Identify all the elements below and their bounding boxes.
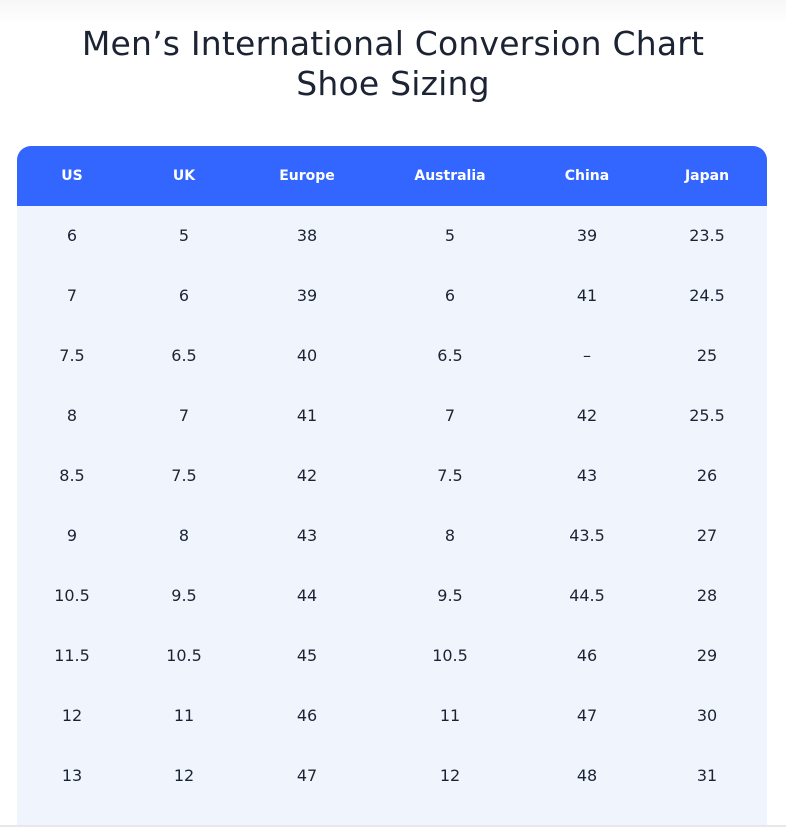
- cell-europe: 47: [296, 766, 318, 785]
- cell-australia: 7.5: [437, 466, 463, 485]
- cell-australia: 7: [444, 406, 456, 425]
- cell-europe: 41: [296, 406, 318, 425]
- cell-china: 43: [576, 466, 598, 485]
- cell-uk: 6: [178, 286, 190, 305]
- cell-japan: 26: [696, 466, 718, 485]
- cell-australia: 9.5: [437, 586, 463, 605]
- cell-europe: 43: [296, 526, 318, 545]
- cell-europe: 46: [296, 706, 318, 725]
- header-europe: Europe: [279, 168, 335, 184]
- cell-japan: 28: [696, 586, 718, 605]
- cell-china: 43.5: [569, 526, 605, 545]
- table-row: 11.5 10.5 45 10.5 46 29: [17, 626, 767, 686]
- cell-us: 9: [66, 526, 78, 545]
- cell-uk: 10.5: [166, 646, 202, 665]
- table-row: 12 11 46 11 47 30: [17, 686, 767, 746]
- cell-china: 39: [576, 226, 598, 245]
- cell-europe: 42: [296, 466, 318, 485]
- cell-japan: 31: [696, 766, 718, 785]
- cell-japan: 30: [696, 706, 718, 725]
- cell-uk: 5: [178, 226, 190, 245]
- cell-us: 13: [61, 766, 83, 785]
- table-row: 7 6 39 6 41 24.5: [17, 266, 767, 326]
- cell-europe: 40: [296, 346, 318, 365]
- cell-uk: 7.5: [171, 466, 197, 485]
- cell-australia: 10.5: [432, 646, 468, 665]
- cell-australia: 12: [439, 766, 461, 785]
- cell-us: 8.5: [59, 466, 85, 485]
- cell-us: 8: [66, 406, 78, 425]
- header-uk: UK: [172, 168, 196, 184]
- cell-uk: 8: [178, 526, 190, 545]
- cell-china: 44.5: [569, 586, 605, 605]
- page-bottom-divider: [0, 825, 786, 827]
- cell-us: 12: [61, 706, 83, 725]
- cell-japan: 27: [696, 526, 718, 545]
- size-conversion-table: US UK Europe Australia China Japan 6 5 38 5…: [17, 146, 767, 827]
- table-row: 7.5 6.5 40 6.5 – 25: [17, 326, 767, 386]
- title-line-2: Shoe Sizing: [296, 64, 490, 103]
- cell-japan: 25: [696, 346, 718, 365]
- cell-australia: 11: [439, 706, 461, 725]
- header-us: US: [61, 168, 83, 184]
- table-row: 8 7 41 7 42 25.5: [17, 386, 767, 446]
- cell-europe: 44: [296, 586, 318, 605]
- table-row: 6 5 38 5 39 23.5: [17, 206, 767, 266]
- cell-uk: 12: [173, 766, 195, 785]
- header-china: China: [564, 168, 610, 184]
- cell-us: 7.5: [59, 346, 85, 365]
- cell-australia: 6: [444, 286, 456, 305]
- cell-china: 46: [576, 646, 598, 665]
- table-row: 9 8 43 8 43.5 27: [17, 506, 767, 566]
- cell-us: 11.5: [54, 646, 90, 665]
- cell-china: 41: [576, 286, 598, 305]
- header-japan: Japan: [684, 168, 730, 184]
- table-row: 10.5 9.5 44 9.5 44.5 28: [17, 566, 767, 626]
- cell-europe: 39: [296, 286, 318, 305]
- cell-japan: 24.5: [689, 286, 725, 305]
- cell-japan: 23.5: [689, 226, 725, 245]
- cell-china: 47: [576, 706, 598, 725]
- page-title: Men’s International Conversion Chart Sho…: [0, 24, 786, 104]
- cell-europe: 38: [296, 226, 318, 245]
- cell-uk: 7: [178, 406, 190, 425]
- table-row: 8.5 7.5 42 7.5 43 26: [17, 446, 767, 506]
- cell-uk: 6.5: [171, 346, 197, 365]
- table-row: 13 12 47 12 48 31: [17, 746, 767, 806]
- cell-australia: 6.5: [437, 346, 463, 365]
- cell-china: –: [583, 346, 591, 365]
- table-header: US UK Europe Australia China Japan: [17, 146, 767, 206]
- cell-uk: 9.5: [171, 586, 197, 605]
- cell-australia: 5: [444, 226, 456, 245]
- cell-us: 7: [66, 286, 78, 305]
- cell-china: 42: [576, 406, 598, 425]
- cell-us: 10.5: [54, 586, 90, 605]
- cell-japan: 25.5: [689, 406, 725, 425]
- cell-europe: 45: [296, 646, 318, 665]
- cell-china: 48: [576, 766, 598, 785]
- cell-us: 6: [66, 226, 78, 245]
- cell-japan: 29: [696, 646, 718, 665]
- cell-uk: 11: [173, 706, 195, 725]
- cell-australia: 8: [444, 526, 456, 545]
- header-australia: Australia: [414, 168, 486, 184]
- title-line-1: Men’s International Conversion Chart: [81, 24, 705, 63]
